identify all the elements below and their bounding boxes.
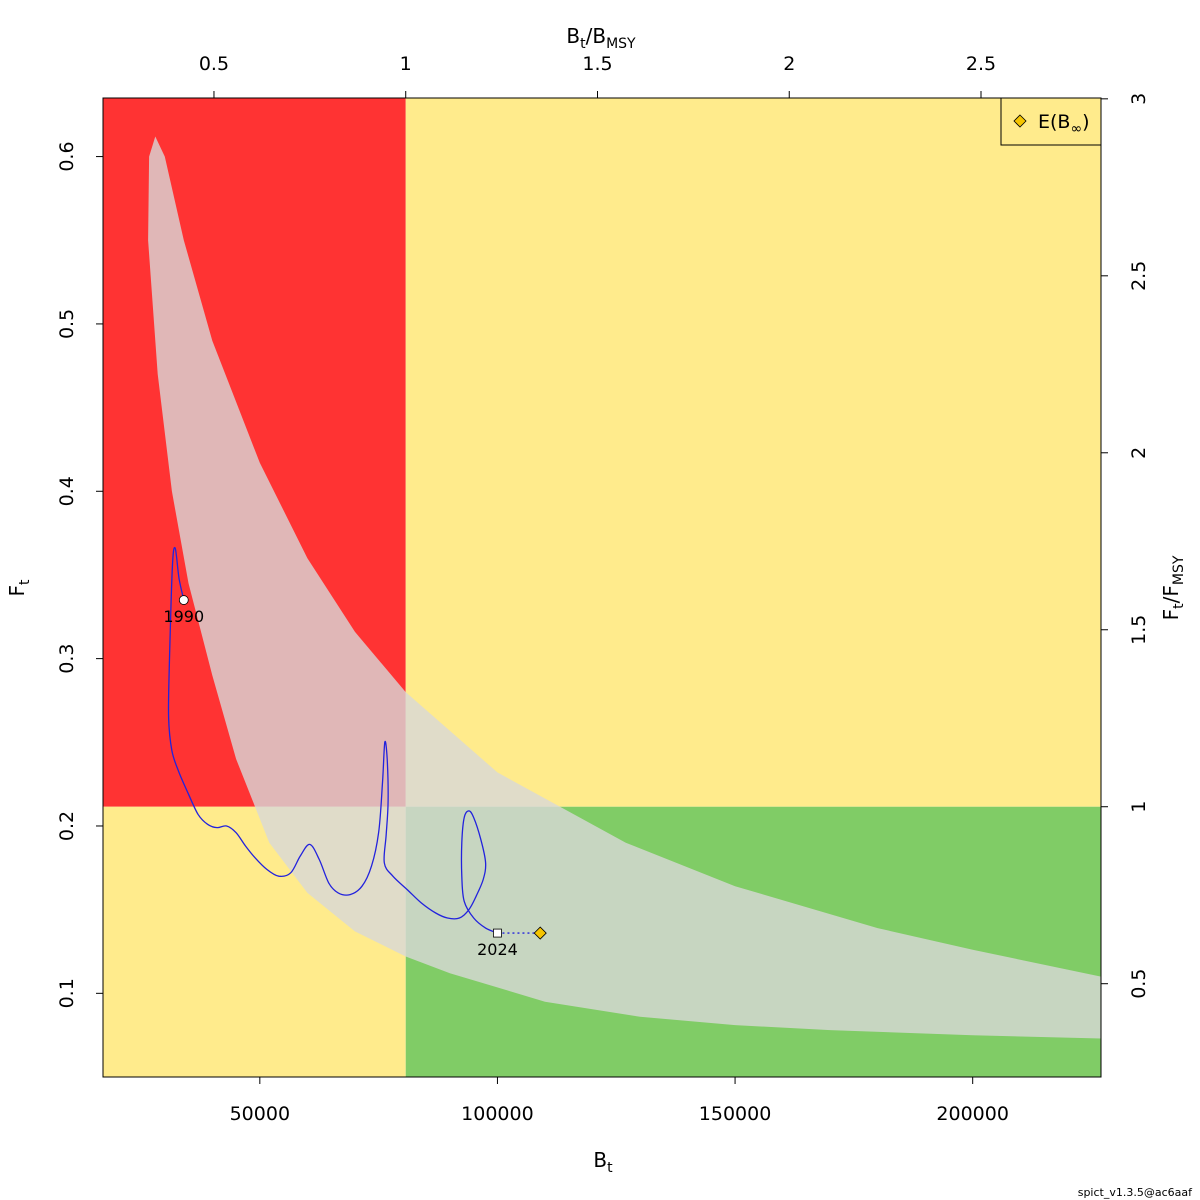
- y-tick-label: 0.5: [56, 309, 78, 339]
- top-tick-label: 2.5: [966, 53, 996, 75]
- x-tick-label: 200000: [936, 1103, 1009, 1125]
- top-tick-label: 1: [400, 53, 412, 75]
- right-tick-label: 0.5: [1128, 969, 1150, 999]
- end-point: [493, 928, 502, 938]
- right-tick-label: 3: [1128, 93, 1150, 105]
- confidence-region: [148, 136, 1101, 1039]
- version-footer: spict_v1.3.5@ac6aaf: [1078, 1186, 1193, 1199]
- y-tick-label: 0.6: [56, 141, 78, 171]
- trajectory: [167, 546, 541, 934]
- status-zones: [103, 98, 1101, 1077]
- right-tick-label: 2: [1128, 447, 1150, 459]
- point-markers: [178, 595, 547, 940]
- axes: 50000 100000 150000 200000 0.1 0.2 0.3 0.4 0.5 0.…: [56, 53, 1150, 1125]
- plot-frame: [102, 97, 1102, 1078]
- y-tick-label: 0.1: [56, 978, 78, 1008]
- start-point: [178, 595, 189, 605]
- right-tick-label: 1: [1128, 801, 1150, 813]
- legend-label-equilibrium: E(B∞): [1038, 111, 1090, 137]
- y-axis-title: Ft: [5, 579, 33, 597]
- zone-overfishing: [405, 98, 1101, 807]
- legend-box: [1000, 97, 1102, 146]
- x-tick-label: 50000: [230, 1103, 290, 1125]
- top-tick-label: 2: [783, 53, 795, 75]
- top-tick-label: 0.5: [199, 53, 229, 75]
- y-tick-label: 0.3: [56, 644, 78, 674]
- y-tick-label: 0.2: [56, 811, 78, 841]
- biomass-fishing-trajectory: [167, 546, 498, 934]
- x-axis-title: Bt: [593, 1148, 613, 1176]
- equilibrium-point: [533, 926, 547, 940]
- y-tick-label: 0.4: [56, 476, 78, 506]
- x-tick-label: 150000: [699, 1103, 772, 1125]
- legend-equilibrium-marker: [1013, 114, 1027, 128]
- right-tick-label: 2.5: [1128, 261, 1150, 291]
- top-tick-label: 1.5: [582, 53, 612, 75]
- confidence-region-shape: [148, 136, 1101, 1039]
- right-axis-title: Ft/FMSY: [1159, 555, 1187, 620]
- end-year-label: 2024: [477, 940, 518, 959]
- start-year-label: 1990: [163, 607, 204, 626]
- top-axis-title: Bt/BMSY: [566, 24, 636, 52]
- legend: E(B∞): [1000, 97, 1102, 146]
- right-tick-label: 1.5: [1128, 615, 1150, 645]
- x-tick-label: 100000: [461, 1103, 534, 1125]
